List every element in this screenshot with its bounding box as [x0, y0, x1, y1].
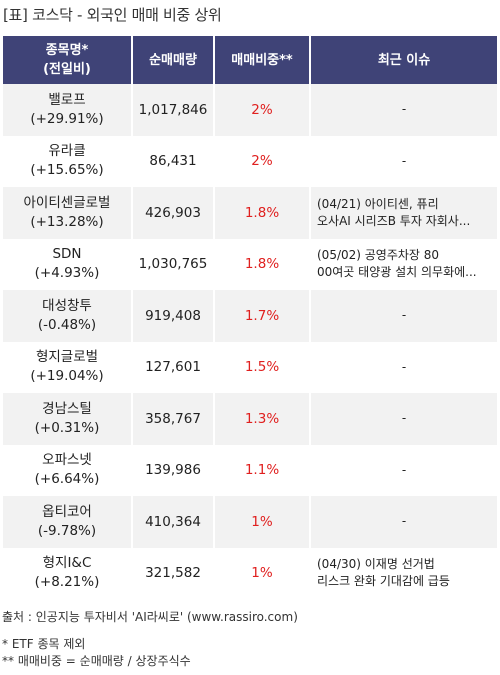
header-recent-issue: 최근 이슈 [311, 36, 497, 84]
ratio-cell: 1% [215, 496, 311, 548]
issue-line-1: - [401, 359, 407, 374]
ratio-cell: 1.8% [215, 187, 311, 239]
issue-line-2: 리스크 완화 기대감에 급등 [317, 574, 450, 589]
issue-line-1: - [401, 308, 407, 323]
stock-name: SDN [52, 246, 82, 263]
issue-cell: - [311, 341, 497, 393]
stock-cell: 오파스넷 (+6.64%) [3, 444, 133, 496]
volume-cell: 86,431 [133, 135, 215, 187]
issue-cell: - [311, 496, 497, 548]
stock-name: 형지글로벌 [35, 349, 99, 366]
ratio-cell: 1.5% [215, 341, 311, 393]
issue-cell: - [311, 135, 497, 187]
issue-cell: - [311, 393, 497, 445]
table-row: 경남스틸 (+0.31%) 358,767 1.3% - [3, 393, 497, 445]
stock-change: (+15.65%) [30, 162, 104, 179]
ratio-cell: 1.8% [215, 238, 311, 290]
stock-change: (+8.21%) [34, 574, 100, 591]
issue-line-1: - [401, 153, 407, 168]
stock-change: (+13.28%) [30, 213, 104, 230]
stock-name: 오파스넷 [42, 452, 92, 469]
stock-name: 아이티센글로벌 [23, 194, 111, 211]
issue-cell: - [311, 444, 497, 496]
ratio-cell: 1.1% [215, 444, 311, 496]
foreign-trading-table: 종목명* (전일비) 순매매량 매매비중** 최근 이슈 밸로프 (+29.91%… [3, 36, 497, 599]
header-stock-name-line2: (전일비) [43, 62, 91, 77]
table-row: 유라클 (+15.65%) 86,431 2% - [3, 135, 497, 187]
issue-cell[interactable]: (05/02) 공영주차장 80 00여곳 태양광 설치 의무화에... [311, 238, 497, 290]
volume-cell: 139,986 [133, 444, 215, 496]
table-body: 밸로프 (+29.91%) 1,017,846 2% - 유라클 (+15.65%)… [3, 84, 497, 599]
stock-cell: 밸로프 (+29.91%) [3, 84, 133, 136]
ratio-cell: 2% [215, 135, 311, 187]
stock-change: (-9.78%) [37, 522, 97, 539]
stock-name: 옵티코어 [42, 503, 92, 520]
stock-name: 밸로프 [48, 91, 86, 108]
ratio-cell: 2% [215, 84, 311, 136]
source-note: 출처 : 인공지능 투자비서 'AI라씨로' (www.rassiro.com) [2, 610, 298, 624]
table-row: 아이티센글로벌 (+13.28%) 426,903 1.8% (04/21) 아이… [3, 187, 497, 239]
volume-cell: 410,364 [133, 496, 215, 548]
issue-line-1: (04/30) 이재명 선거법 [317, 557, 435, 572]
table-row: 밸로프 (+29.91%) 1,017,846 2% - [3, 84, 497, 136]
issue-cell: - [311, 290, 497, 342]
volume-cell: 1,017,846 [133, 84, 215, 136]
issue-line-1: (04/21) 아이티센, 퓨리 [317, 196, 439, 211]
issue-line-1: (05/02) 공영주차장 80 [317, 248, 440, 263]
table-row: 옵티코어 (-9.78%) 410,364 1% - [3, 496, 497, 548]
header-trade-ratio: 매매비중** [215, 36, 311, 84]
stock-change: (+29.91%) [30, 110, 104, 127]
volume-cell: 1,030,765 [133, 238, 215, 290]
stock-change: (+6.64%) [34, 471, 100, 488]
table-row: 대성창투 (-0.48%) 919,408 1.7% - [3, 290, 497, 342]
stock-change: (+19.04%) [30, 368, 104, 385]
volume-cell: 426,903 [133, 187, 215, 239]
issue-line-2: 00여곳 태양광 설치 의무화에... [317, 265, 477, 280]
table-row: 형지I&C (+8.21%) 321,582 1% (04/30) 이재명 선거법… [3, 547, 497, 599]
volume-cell: 919,408 [133, 290, 215, 342]
volume-cell: 358,767 [133, 393, 215, 445]
stock-name: 형지I&C [42, 555, 92, 572]
issue-line-1: - [401, 462, 407, 477]
issue-line-2: 오사AI 시리즈B 투자 자회사... [317, 213, 471, 228]
issue-line-1: - [401, 102, 407, 117]
stock-name: 대성창투 [42, 297, 92, 314]
table-title: [표] 코스닥 - 외국인 매매 비중 상위 [3, 6, 222, 24]
issue-cell: - [311, 84, 497, 136]
stock-cell: 형지I&C (+8.21%) [3, 547, 133, 599]
stock-cell: SDN (+4.93%) [3, 238, 133, 290]
volume-cell: 321,582 [133, 547, 215, 599]
stock-cell: 아이티센글로벌 (+13.28%) [3, 187, 133, 239]
stock-name: 유라클 [48, 143, 86, 160]
header-net-volume: 순매매량 [133, 36, 215, 84]
volume-cell: 127,601 [133, 341, 215, 393]
footnote-ratio: ** 매매비중 = 순매매량 / 상장주식수 [2, 654, 191, 668]
stock-change: (+0.31%) [34, 419, 100, 436]
header-stock-name-line1: 종목명* [45, 43, 89, 58]
stock-cell: 대성창투 (-0.48%) [3, 290, 133, 342]
issue-line-1: - [401, 514, 407, 529]
stock-name: 경남스틸 [42, 400, 92, 417]
ratio-cell: 1% [215, 547, 311, 599]
ratio-cell: 1.3% [215, 393, 311, 445]
ratio-cell: 1.7% [215, 290, 311, 342]
stock-change: (+4.93%) [34, 265, 100, 282]
issue-line-1: - [401, 411, 407, 426]
table-row: 형지글로벌 (+19.04%) 127,601 1.5% - [3, 341, 497, 393]
stock-cell: 형지글로벌 (+19.04%) [3, 341, 133, 393]
footnote-etf: * ETF 종목 제외 [2, 637, 86, 651]
table-header-row: 종목명* (전일비) 순매매량 매매비중** 최근 이슈 [3, 36, 497, 84]
header-stock-name: 종목명* (전일비) [3, 36, 133, 84]
table-row: SDN (+4.93%) 1,030,765 1.8% (05/02) 공영주차장… [3, 238, 497, 290]
stock-change: (-0.48%) [37, 316, 97, 333]
stock-cell: 옵티코어 (-9.78%) [3, 496, 133, 548]
stock-cell: 유라클 (+15.65%) [3, 135, 133, 187]
stock-cell: 경남스틸 (+0.31%) [3, 393, 133, 445]
table-row: 오파스넷 (+6.64%) 139,986 1.1% - [3, 444, 497, 496]
